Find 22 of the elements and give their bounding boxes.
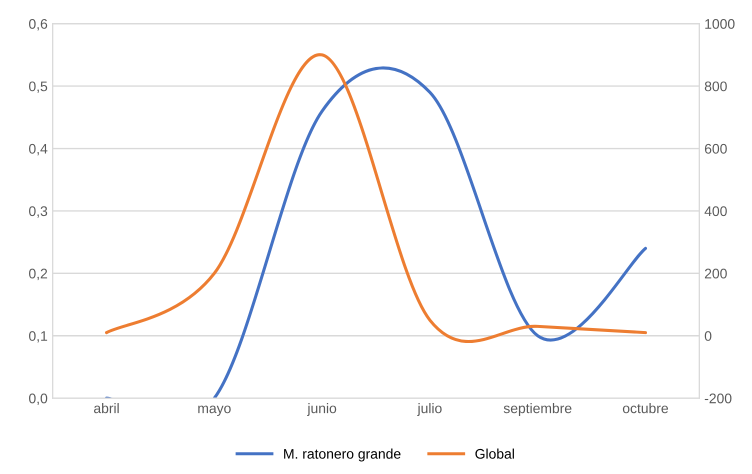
y2-tick-label: 200 [704,268,727,279]
y-tick-label: 0,6 [29,19,48,31]
x-tick-label: julio [417,403,442,416]
y2-tick-label: 400 [704,206,727,216]
y2-tick-label: 800 [704,81,727,92]
x-tick-label: abril [94,403,119,414]
y-tick-label: 0,3 [29,206,48,218]
legend-label: M. ratonero grande [284,448,400,462]
y2-tick-label: -200 [704,393,732,404]
y-tick-label: 0,0 [29,393,48,405]
y2-tick-label: 1000 [705,19,735,29]
x-tick-label: septiembre [504,403,572,416]
legend-label: Global [475,448,514,459]
y-tick-label: 0,4 [29,144,48,156]
x-tick-label: octubre [622,403,668,414]
y-tick-label: 0,5 [29,81,48,93]
y-tick-label: 0,1 [29,331,48,343]
y2-tick-label: 0 [704,331,712,341]
y2-tick-label: 600 [704,144,727,154]
x-tick-label: mayo [198,406,231,416]
y-tick-label: 0,2 [29,268,48,280]
x-tick-label: junio [307,403,336,416]
